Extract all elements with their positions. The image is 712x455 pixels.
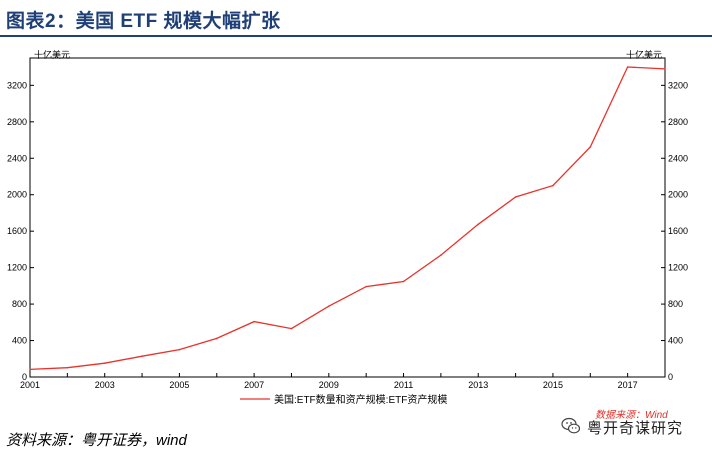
x-tick-label: 2003	[95, 380, 115, 390]
etf-line-chart: 十亿美元 十亿美元 0 0 400 400 800 800 1200 1200 1600 1600…	[7, 49, 688, 406]
y-tick-label-left: 2000	[7, 190, 27, 200]
y-tick-label-left: 800	[12, 299, 27, 309]
data-point	[440, 254, 442, 256]
data-point	[66, 366, 69, 369]
source-note: 资料来源：粤开证券，wind	[6, 432, 187, 449]
x-tick-label: 2011	[394, 380, 413, 390]
x-tick-label: 2013	[468, 380, 488, 390]
y-tick-label-left: 3200	[7, 80, 27, 90]
data-point	[29, 368, 31, 371]
tick-labels: 0 0 400 400 800 800 1200 1200 1600 1600 2000 2000 24…	[7, 80, 688, 390]
legend-label: 美国:ETF数量和资产规模:ETF资产规模	[274, 393, 447, 406]
data-point	[103, 362, 106, 365]
y-tick-label-right: 1600	[668, 226, 688, 236]
wechat-icon	[561, 417, 581, 434]
plot-frame	[29, 57, 666, 378]
series-group	[29, 66, 666, 371]
data-point	[290, 327, 293, 330]
x-tick-label: 2007	[244, 380, 264, 390]
x-tick-label: 2009	[319, 380, 339, 390]
legend: 美国:ETF数量和资产规模:ETF资产规模	[240, 393, 447, 406]
watermark: 数据来源：Wind 粤开奇谋研究	[555, 405, 705, 445]
y-tick-label-right: 1200	[668, 263, 688, 273]
y-tick-label-right: 2000	[668, 190, 688, 200]
data-point	[664, 68, 666, 70]
page-title: 图表2：美国 ETF 规模大幅扩张	[6, 11, 281, 32]
data-point	[514, 196, 517, 198]
data-point	[552, 184, 554, 187]
y-tick-label-left: 2800	[7, 117, 27, 127]
y-tick-label-right: 2800	[668, 117, 688, 127]
data-point	[477, 223, 480, 226]
y-tick-label-right: 400	[668, 336, 683, 346]
data-point	[141, 355, 143, 358]
x-tick-label: 2017	[618, 380, 638, 390]
data-point	[402, 280, 405, 283]
data-point	[626, 66, 629, 68]
title-divider	[0, 35, 712, 37]
y-tick-label-right: 0	[668, 372, 673, 382]
axes	[29, 57, 666, 378]
y-axis-unit-right: 十亿美元	[626, 49, 662, 60]
x-tick-label: 2005	[169, 380, 189, 390]
y-tick-label-left: 1600	[7, 226, 27, 236]
y-axis-unit-left: 十亿美元	[34, 49, 70, 60]
data-point	[253, 320, 255, 323]
y-tick-label-left: 400	[12, 336, 27, 346]
y-tick-label-right: 800	[668, 299, 683, 309]
y-tick-label-left: 0	[22, 372, 27, 382]
data-point	[215, 337, 218, 340]
x-tick-label: 2015	[543, 380, 563, 390]
data-point	[589, 146, 592, 148]
y-tick-label-right: 3200	[668, 80, 688, 90]
watermark-name: 粤开奇谋研究	[587, 420, 684, 437]
data-point	[328, 305, 330, 307]
y-tick-label-right: 2400	[668, 153, 688, 163]
data-point	[365, 285, 367, 288]
data-point	[178, 348, 181, 351]
y-tick-label-left: 2400	[7, 153, 27, 163]
series-line	[29, 66, 666, 371]
x-tick-label: 2001	[20, 380, 40, 390]
watermark-source: 数据来源：Wind	[595, 410, 668, 421]
y-tick-label-left: 1200	[7, 263, 27, 273]
